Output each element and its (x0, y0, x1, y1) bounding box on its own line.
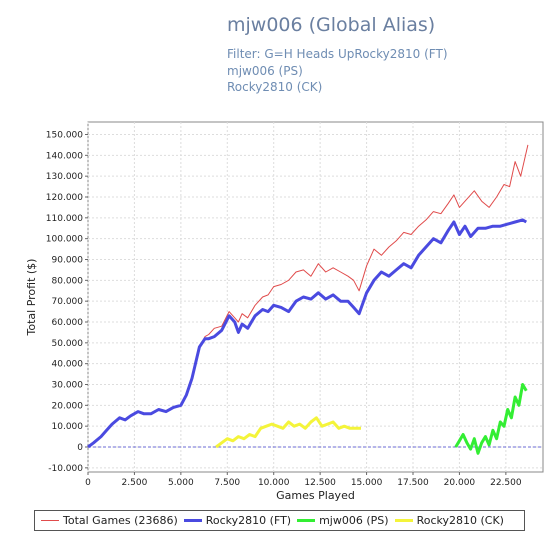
x-tick-label: 22.500 (490, 478, 522, 488)
x-tick-label: 15.000 (351, 478, 383, 488)
y-tick-label: 90.000 (52, 256, 84, 266)
y-tick-label: 120.000 (46, 193, 83, 203)
y-tick-label: 30.000 (52, 381, 84, 391)
y-tick-label: 80.000 (52, 276, 84, 286)
subtitle-ps: mjw006 (PS) (227, 64, 303, 78)
series-line-3 (215, 416, 361, 449)
x-tick-label: 17.500 (397, 478, 429, 488)
x-tick-label: 0 (85, 478, 91, 488)
y-tick-label: 50.000 (52, 339, 84, 349)
x-tick-label: 5.000 (168, 478, 194, 488)
series-line-2 (454, 383, 528, 455)
x-tick-label: 20.000 (444, 478, 476, 488)
legend-label: Total Games (23686) (63, 514, 178, 527)
legend-item-ck: Rocky2810 (CK) (394, 514, 504, 527)
y-tick-label: 70.000 (52, 297, 84, 307)
y-tick-label: 40.000 (52, 360, 84, 370)
x-tick-label: 7.500 (214, 478, 240, 488)
x-tick-label: 2.500 (122, 478, 148, 488)
legend: Total Games (23686) Rocky2810 (FT) mjw00… (34, 510, 525, 531)
legend-swatch (41, 520, 59, 521)
x-axis-label: Games Played (276, 489, 355, 502)
x-axis-ticks: 0 2.500 5.000 7.500 10.000 12.500 15.000 17.500… (85, 472, 522, 488)
subtitle-ck: Rocky2810 (CK) (227, 80, 323, 94)
y-tick-label: 20.000 (52, 401, 84, 411)
series-lines (87, 144, 529, 455)
legend-item-ft: Rocky2810 (FT) (183, 514, 292, 527)
y-tick-label: -10.000 (48, 464, 83, 474)
legend-label: Rocky2810 (CK) (416, 514, 504, 527)
legend-swatch (183, 519, 202, 522)
page-title: mjw006 (Global Alias) (227, 14, 436, 36)
y-tick-label: 140.000 (46, 151, 83, 161)
x-tick-label: 10.000 (258, 478, 290, 488)
y-tick-label: 0 (77, 443, 83, 453)
y-axis-ticks: -10.000 0 10.000 20.000 30.000 40.000 50.000 60… (46, 131, 88, 474)
y-tick-label: 110.000 (46, 214, 83, 224)
y-tick-label: 150.000 (46, 131, 83, 141)
y-tick-label: 100.000 (46, 235, 83, 245)
legend-item-ps: mjw006 (PS) (297, 514, 389, 527)
profit-chart: 0 2.500 5.000 7.500 10.000 12.500 15.000 17.500… (25, 121, 544, 502)
series-line-1 (87, 218, 528, 449)
legend-label: Rocky2810 (FT) (205, 514, 292, 527)
legend-label: mjw006 (PS) (319, 514, 389, 527)
y-tick-label: 10.000 (52, 422, 84, 432)
y-tick-label: 130.000 (46, 172, 83, 182)
legend-swatch (394, 519, 413, 522)
legend-swatch (297, 519, 316, 522)
filter-subtitle: Filter: G=H Heads UpRocky2810 (FT) (227, 47, 448, 61)
x-tick-label: 12.500 (304, 478, 336, 488)
y-axis-label: Total Profit ($) (25, 259, 38, 337)
y-tick-label: 60.000 (52, 318, 84, 328)
legend-item-total: Total Games (23686) (41, 514, 178, 527)
